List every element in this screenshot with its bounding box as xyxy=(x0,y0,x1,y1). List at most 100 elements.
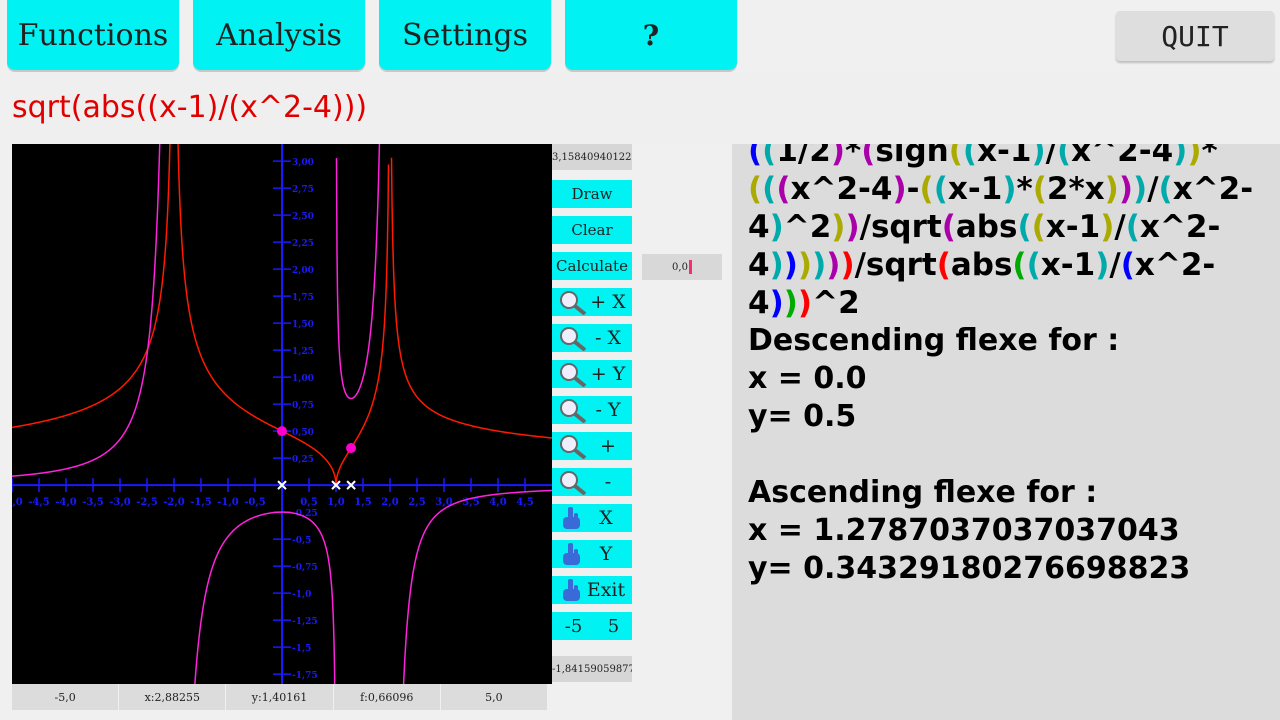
y-tick-label: 2,25 xyxy=(292,239,314,249)
move-x-label: X xyxy=(599,507,613,529)
derivative-token: ) xyxy=(797,247,813,283)
range-button[interactable]: -5 5 xyxy=(552,612,632,640)
derivative-token: ( xyxy=(1158,171,1173,207)
zoom-in-x-label: + X xyxy=(590,291,626,313)
derivative-token: ) xyxy=(783,247,798,283)
derivative-curve xyxy=(12,144,552,684)
descending-flex-y: y= 0.5 xyxy=(748,399,857,434)
derivative-token: ) xyxy=(769,209,784,245)
derivative-token: ( xyxy=(962,144,978,169)
functions-menu-button[interactable]: Functions xyxy=(7,0,179,70)
x-tick-label: 3,5 xyxy=(462,497,479,508)
derivative-token: ) xyxy=(1133,171,1148,207)
y-tick-label: -1,75 xyxy=(292,671,318,681)
formula-input[interactable]: sqrt(abs((x-1)/(x^2-4))) xyxy=(12,90,368,125)
derivative-token: ) xyxy=(892,171,907,207)
zoom-out-y-label: - Y xyxy=(595,399,621,421)
x-tick-label: -2,5 xyxy=(136,497,158,508)
derivative-token: 2*x xyxy=(1046,171,1105,207)
derivative-token: x^2-4 xyxy=(1071,144,1174,169)
x-tick-label: 3,0 xyxy=(435,497,452,508)
status-xmin: -5,0 xyxy=(12,684,120,710)
hand-pointer-icon xyxy=(563,543,580,565)
derivative-token: ( xyxy=(1031,209,1046,245)
function-plot[interactable]: -5,0 -4,5 -4,0 -3,5 -3,0 -2,5 -2,0 -1,5 -1,0 -0,5… xyxy=(12,144,552,684)
derivative-token: ) xyxy=(1095,247,1110,283)
draw-button[interactable]: Draw xyxy=(552,180,632,208)
derivative-token: ( xyxy=(762,144,777,169)
derivative-token: ( xyxy=(748,144,763,169)
move-x-button[interactable]: X xyxy=(552,504,632,532)
zoom-in-y-button[interactable]: + Y xyxy=(552,360,632,388)
y-tick-label: 1,25 xyxy=(292,347,314,357)
x-tick-label: 1,5 xyxy=(354,497,371,508)
settings-menu-button[interactable]: Settings xyxy=(379,0,551,70)
calculate-x-input[interactable]: 0,0 xyxy=(642,254,722,280)
x-tick-label: -4,0 xyxy=(55,497,77,508)
zoom-in-label: + xyxy=(600,435,616,457)
derivative-token: ) xyxy=(840,247,855,283)
y-tick-label: 2,75 xyxy=(292,185,314,195)
help-button[interactable]: ? xyxy=(565,0,737,70)
zoom-in-x-button[interactable]: + X xyxy=(552,288,632,316)
magnifier-icon xyxy=(560,291,587,315)
clear-button[interactable]: Clear xyxy=(552,216,632,244)
derivative-token: ) xyxy=(812,247,827,283)
derivative-token: ) xyxy=(797,285,813,321)
derivative-token: / xyxy=(1147,171,1159,207)
x-tick-label: 2,5 xyxy=(408,497,425,508)
x-tick-label: -5,0 xyxy=(12,497,23,508)
derivative-token: ^2 xyxy=(812,285,860,321)
x-tick-label: -3,0 xyxy=(109,497,131,508)
derivative-token: ( xyxy=(861,144,876,169)
y-tick-label: -0,75 xyxy=(292,563,318,573)
y-tick-label: 0,75 xyxy=(292,401,314,411)
y-tick-label: -0,5 xyxy=(292,536,311,546)
zoom-out-button[interactable]: - xyxy=(552,468,632,496)
derivative-token: 1/2 xyxy=(776,144,831,169)
y-tick-label: -0,25 xyxy=(292,509,318,519)
derivative-expression: ((1/2)*(sign((x-1)/(x^2-4))*(((x^2-4)-((… xyxy=(748,144,1268,322)
derivative-token: ( xyxy=(941,209,956,245)
calculate-x-value: 0,0 xyxy=(672,261,688,273)
analysis-menu-button[interactable]: Analysis xyxy=(193,0,365,70)
derivative-token: x^2-4 xyxy=(748,171,1254,245)
derivative-token: ( xyxy=(1120,247,1135,283)
calculate-button[interactable]: Calculate xyxy=(552,252,632,280)
move-y-button[interactable]: Y xyxy=(552,540,632,568)
graph-canvas[interactable]: -5,0 -4,5 -4,0 -3,5 -3,0 -2,5 -2,0 -1,5 -1,0 -0,5… xyxy=(12,144,552,684)
derivative-token: * xyxy=(844,144,862,169)
zoom-in-button[interactable]: + xyxy=(552,432,632,460)
derivative-token: sign xyxy=(875,144,949,169)
derivative-token: ^2 xyxy=(783,209,832,245)
derivative-token: ) xyxy=(830,144,845,169)
derivative-token: /sqrt xyxy=(854,247,937,283)
y-max-label: 3,158409401222 xyxy=(552,144,632,170)
derivative-token: ( xyxy=(748,171,763,207)
exit-move-button[interactable]: Exit xyxy=(552,576,632,604)
derivative-token: ( xyxy=(762,171,777,207)
derivative-token: ) xyxy=(826,247,841,283)
y-tick-label: 1,75 xyxy=(292,293,314,303)
derivative-token: x-1 xyxy=(947,171,1003,207)
range-min: -5 xyxy=(564,615,583,637)
derivative-token: - xyxy=(906,171,920,207)
derivative-token: ) xyxy=(1100,209,1115,245)
zoom-out-x-button[interactable]: - X xyxy=(552,324,632,352)
derivative-token: ) xyxy=(769,285,784,321)
x-tick-label: -3,5 xyxy=(82,497,104,508)
zoom-out-label: - xyxy=(604,471,612,493)
formula-bar[interactable]: sqrt(abs((x-1)/(x^2-4))) xyxy=(10,72,1280,144)
move-y-label: Y xyxy=(599,543,613,565)
zoom-out-y-button[interactable]: - Y xyxy=(552,396,632,424)
magnifier-icon xyxy=(560,435,587,459)
quit-button[interactable]: QUIT xyxy=(1116,11,1274,61)
y-tick-label: 0,25 xyxy=(292,455,314,465)
magnifier-icon xyxy=(560,327,587,351)
status-cursor-x: x:2,88255 xyxy=(119,684,227,710)
derivative-token: ) xyxy=(783,285,798,321)
derivative-token: ( xyxy=(1026,247,1041,283)
status-f-value: f:0,66096 xyxy=(333,684,441,710)
status-xmax: 5,0 xyxy=(440,684,549,710)
